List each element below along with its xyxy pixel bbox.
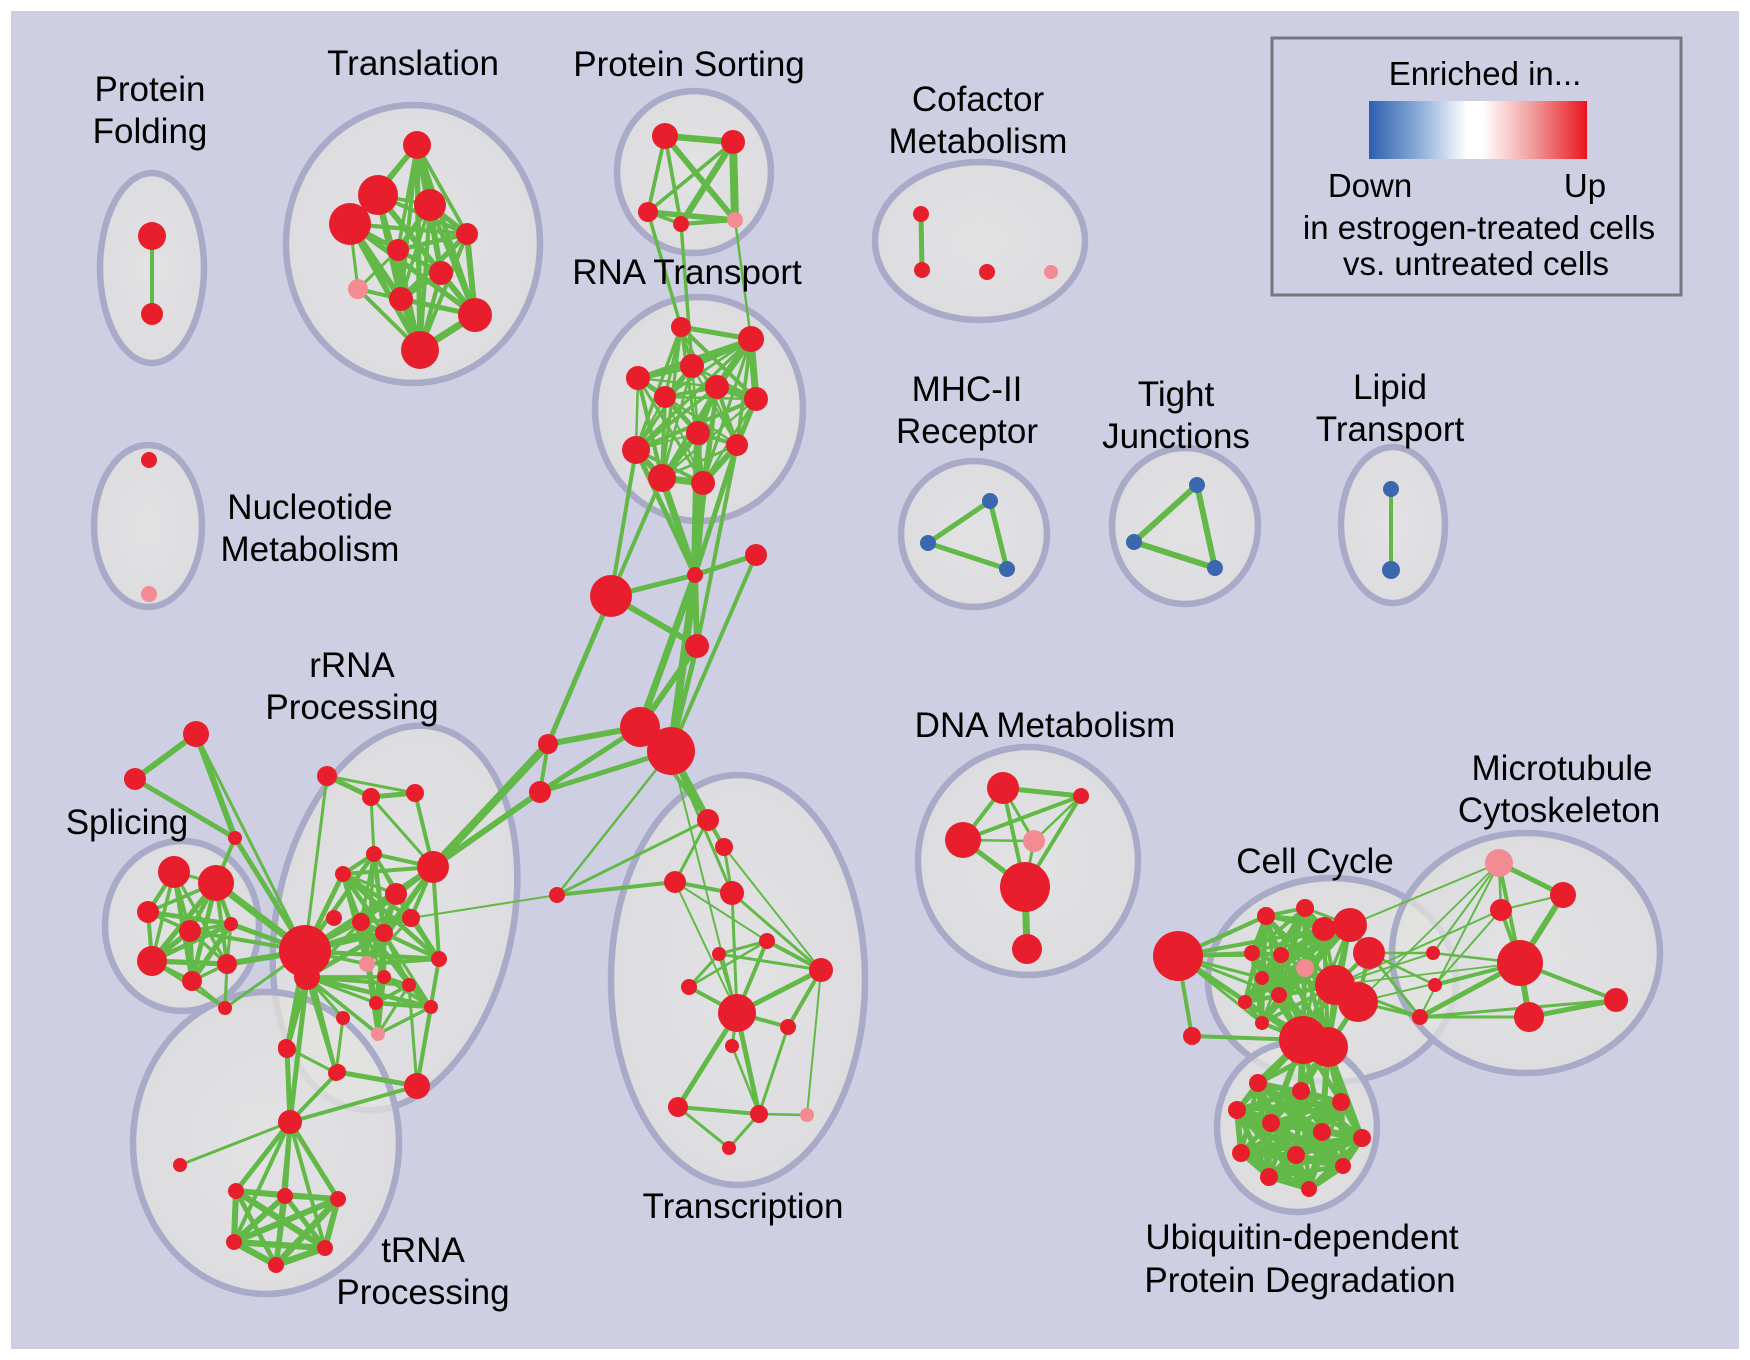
svg-text:DNA Metabolism: DNA Metabolism (915, 706, 1176, 745)
svg-text:Protein Degradation: Protein Degradation (1144, 1261, 1455, 1300)
svg-text:Junctions: Junctions (1102, 417, 1250, 456)
svg-text:Enriched in...: Enriched in... (1389, 55, 1582, 92)
svg-text:Down: Down (1328, 167, 1412, 204)
svg-text:Tight: Tight (1138, 375, 1215, 414)
svg-text:Cytoskeleton: Cytoskeleton (1458, 791, 1660, 830)
svg-text:vs. untreated cells: vs. untreated cells (1343, 245, 1609, 282)
svg-text:Folding: Folding (93, 112, 208, 151)
svg-text:Nucleotide: Nucleotide (227, 488, 392, 527)
svg-text:Microtubule: Microtubule (1472, 749, 1653, 788)
svg-text:Protein Sorting: Protein Sorting (573, 45, 805, 84)
svg-text:Processing: Processing (336, 1273, 509, 1312)
svg-text:Transport: Transport (1316, 410, 1465, 449)
svg-text:in estrogen-treated cells: in estrogen-treated cells (1303, 209, 1655, 246)
svg-text:Transcription: Transcription (643, 1187, 844, 1226)
svg-text:Protein: Protein (95, 70, 206, 109)
svg-text:tRNA: tRNA (381, 1231, 465, 1270)
svg-text:MHC-II: MHC-II (912, 370, 1023, 409)
svg-text:RNA Transport: RNA Transport (572, 253, 802, 292)
svg-text:Processing: Processing (265, 688, 438, 727)
svg-text:Splicing: Splicing (66, 803, 189, 842)
svg-text:Receptor: Receptor (896, 412, 1038, 451)
svg-text:Lipid: Lipid (1353, 368, 1427, 407)
svg-text:Up: Up (1564, 167, 1606, 204)
svg-text:Metabolism: Metabolism (889, 122, 1068, 161)
svg-text:Cofactor: Cofactor (912, 80, 1045, 119)
svg-text:Translation: Translation (327, 44, 499, 83)
svg-text:Metabolism: Metabolism (221, 530, 400, 569)
svg-text:Cell Cycle: Cell Cycle (1236, 842, 1394, 881)
svg-text:rRNA: rRNA (309, 646, 395, 685)
svg-text:Ubiquitin-dependent: Ubiquitin-dependent (1145, 1218, 1459, 1257)
